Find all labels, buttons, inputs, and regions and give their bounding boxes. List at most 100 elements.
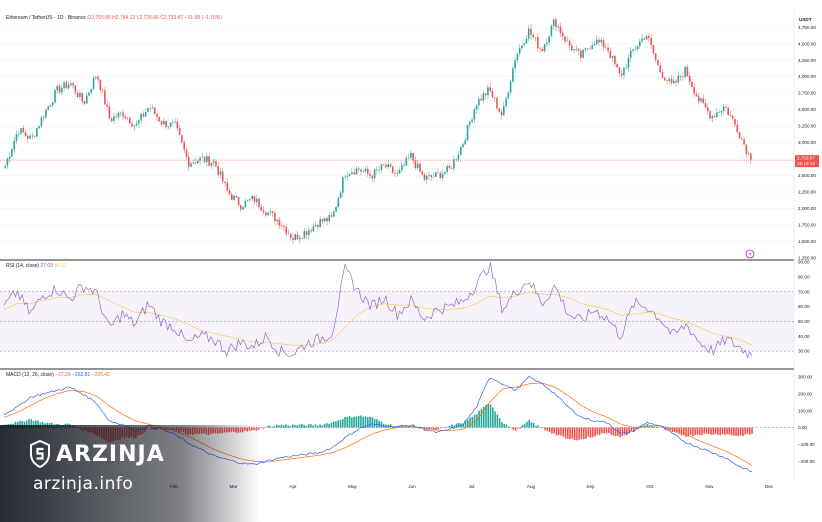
macd-histogram-bar: [494, 411, 496, 428]
macd-histogram-bar: [291, 424, 294, 428]
macd-histogram-bar: [364, 416, 367, 428]
macd-histogram-bar: [669, 427, 671, 431]
macd-histogram-bar: [560, 427, 562, 436]
candle-body: [410, 153, 412, 158]
rsi-axis[interactable]: 90.00 80.00 70.00 60.00 50.00 40.00 30.00: [798, 260, 810, 354]
macd-histogram-bar: [462, 423, 465, 428]
macd-histogram-bar: [366, 417, 369, 428]
candle-body: [246, 199, 249, 201]
candle-body: [607, 47, 609, 52]
macd-histogram-bar: [276, 424, 278, 428]
candle-body: [741, 138, 743, 139]
candle-body: [67, 84, 70, 89]
macd-histogram-bar: [401, 425, 403, 428]
macd-histogram-bar: [21, 421, 23, 428]
macd-tick: 300.00: [798, 375, 812, 380]
macd-histogram-bar: [339, 419, 342, 428]
candle-body: [441, 173, 444, 178]
candle-body: [425, 175, 428, 180]
candle-body: [119, 112, 122, 114]
rsi-tick: 80.00: [798, 274, 810, 279]
candle-body: [108, 106, 111, 119]
candle-body: [122, 112, 124, 117]
macd-histogram-bar: [41, 421, 44, 428]
macd-histogram-bar: [689, 427, 692, 435]
candle-body: [85, 95, 88, 104]
macd-histogram-bar: [269, 425, 271, 428]
candle-body: [169, 122, 172, 127]
candle-body: [720, 111, 723, 113]
candle-body: [394, 172, 396, 174]
macd-histogram-bar: [619, 427, 621, 438]
candle-body: [568, 40, 571, 46]
macd-axis[interactable]: 300.00 200.00 100.00 0.00 −100.00 −200.00: [798, 375, 815, 464]
macd-histogram-bar: [294, 424, 296, 428]
candle-body: [448, 165, 451, 168]
macd-histogram-bar: [598, 427, 601, 436]
price-axis[interactable]: 4,750.00 4,500.00 4,250.00 4,000.00 3,750.00…: [798, 25, 816, 261]
candle-body: [226, 182, 229, 191]
macd-histogram-bar: [25, 420, 28, 428]
candle-body: [673, 80, 675, 84]
macd-histogram-bar: [387, 425, 390, 428]
macd-histogram-bar: [710, 427, 712, 435]
macd-histogram-bar: [451, 424, 453, 428]
alert-icon[interactable]: [745, 249, 755, 259]
candle-body: [561, 32, 564, 37]
macd-tick: 100.00: [798, 408, 812, 413]
macd-tick: −100.00: [798, 442, 815, 447]
macd-histogram-bar: [705, 427, 708, 434]
candle-body: [482, 93, 485, 101]
macd-histogram-bar: [623, 427, 626, 435]
candle-body: [546, 42, 548, 45]
rsi-tick: 60.00: [798, 304, 810, 309]
rsi-tick: 40.00: [798, 334, 810, 339]
candle-body: [738, 132, 741, 139]
candle-body: [206, 156, 208, 163]
candle-body: [147, 108, 149, 113]
candle-body: [244, 200, 247, 208]
candle-body: [709, 111, 711, 119]
candle-body: [700, 98, 702, 102]
candle-body: [299, 237, 301, 240]
candle-body: [376, 169, 378, 171]
macd-histogram-bar: [521, 424, 524, 428]
macd-histogram-bar: [467, 419, 469, 428]
candle-body: [550, 25, 553, 37]
macd-histogram-bar: [528, 419, 530, 428]
watermark-logo: ARZINJA: [30, 440, 165, 468]
macd-histogram-bar: [19, 420, 21, 428]
candle-body: [262, 210, 265, 213]
macd-histogram-bar: [512, 427, 515, 431]
candle-body: [101, 90, 104, 91]
macd-histogram-bar: [748, 427, 751, 435]
candle-body: [308, 230, 310, 236]
candle-body: [271, 211, 274, 214]
time-tick: Nov: [705, 484, 714, 489]
macd-histogram-bar: [287, 425, 289, 428]
macd-histogram-bar: [683, 427, 685, 436]
candle-body: [416, 163, 419, 168]
candle-body: [446, 165, 448, 172]
candle-body: [423, 174, 426, 180]
candle-body: [500, 111, 503, 116]
macd-histogram-bar: [407, 426, 410, 428]
candle-body: [532, 34, 535, 38]
candle-body: [228, 190, 231, 195]
candle-body: [493, 97, 496, 98]
rsi-lines: [3, 262, 753, 359]
candle-body: [387, 164, 389, 168]
macd-histogram-bar: [298, 424, 301, 428]
candle-body: [305, 231, 308, 236]
low-value: L2,726.66: [136, 15, 159, 21]
rsi-tick: 30.00: [798, 349, 810, 354]
macd-histogram-bar: [455, 423, 458, 428]
watermark-brand: ARZINJA: [56, 441, 165, 467]
candle-body: [407, 157, 410, 159]
macd-histogram-bar: [476, 414, 478, 428]
candle-body: [627, 57, 630, 68]
candle-body: [167, 126, 170, 128]
macd-histogram-bar: [398, 426, 401, 428]
candle-body: [183, 142, 185, 150]
candle-body: [339, 192, 342, 199]
